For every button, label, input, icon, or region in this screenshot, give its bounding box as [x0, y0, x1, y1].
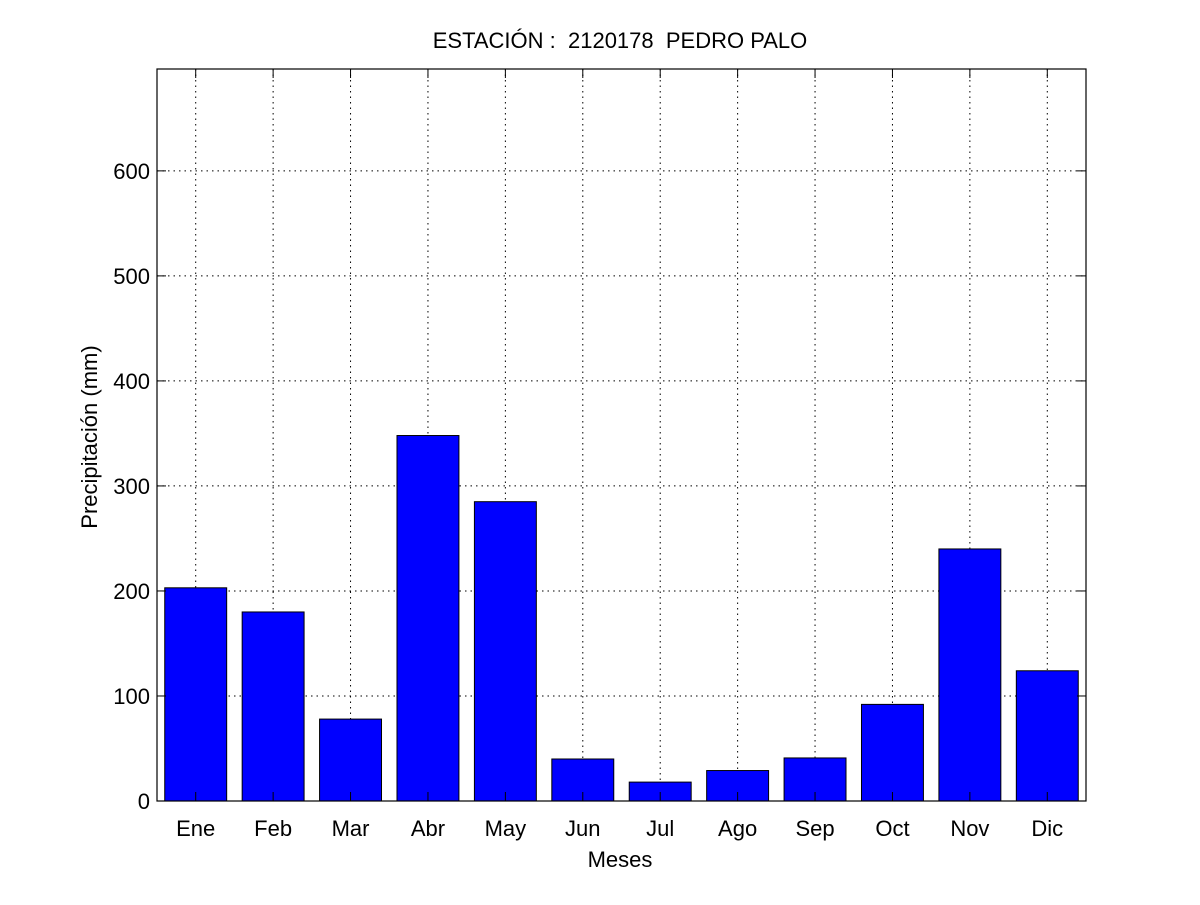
- bar-may: [473, 501, 537, 802]
- ticks-layer: [157, 69, 1086, 802]
- x-tick-label: Jun: [565, 816, 600, 841]
- x-tick-label: Oct: [875, 816, 909, 841]
- x-tick-label: Jul: [646, 816, 674, 841]
- bars-layer: [164, 435, 1079, 802]
- bar-oct: [860, 703, 924, 802]
- bar-ene: [164, 587, 228, 802]
- x-tick-label: Sep: [795, 816, 834, 841]
- y-tick-label: 600: [113, 159, 150, 184]
- grid-layer: [157, 69, 1086, 801]
- y-tick-label: 0: [138, 789, 150, 814]
- y-tick-label: 500: [113, 264, 150, 289]
- x-tick-label: Ene: [176, 816, 215, 841]
- y-tick-label: 200: [113, 579, 150, 604]
- x-tick-label: Mar: [332, 816, 370, 841]
- plot-frame: [156, 68, 1087, 802]
- bar-dic: [1015, 670, 1079, 802]
- bar-nov: [938, 548, 1002, 802]
- y-tick-label: 300: [113, 474, 150, 499]
- x-tick-labels: Ene Feb Mar Abr May Jun Jul Ago Sep Oct Nov Dic: [176, 816, 1063, 841]
- y-tick-labels: 0 100 200 300 400 500 600: [113, 159, 150, 814]
- y-tick-label: 400: [113, 369, 150, 394]
- x-tick-label: Dic: [1031, 816, 1063, 841]
- x-tick-label: Nov: [950, 816, 989, 841]
- bar-abr: [396, 435, 460, 802]
- x-tick-label: Ago: [718, 816, 757, 841]
- x-tick-label: Feb: [254, 816, 292, 841]
- chart-title: ESTACIÓN : 2120178 PEDRO PALO: [433, 28, 808, 53]
- bar-feb: [241, 611, 305, 802]
- bar-mar: [319, 718, 383, 802]
- y-tick-label: 100: [113, 684, 150, 709]
- x-tick-label: Abr: [411, 816, 445, 841]
- x-axis-label: Meses: [588, 847, 653, 872]
- y-axis-label: Precipitación (mm): [77, 345, 102, 528]
- x-tick-label: May: [485, 816, 527, 841]
